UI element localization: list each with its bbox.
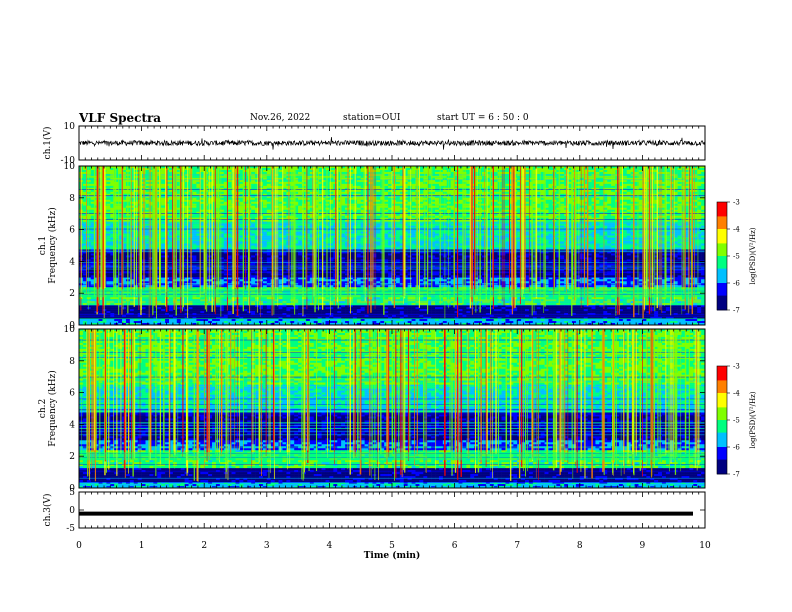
spectrogram-ch1-tick-label: 2 [69,289,75,299]
time-tick-label: 7 [514,541,520,551]
spectrogram-ch1-tick-label: 6 [69,226,75,236]
colorbar-ch1-tick-label: -7 [733,307,740,315]
spectrogram-ch2-tick-label: 4 [69,420,75,430]
spectrogram-ch1-axis-label: Frequency (kHz) [47,207,58,284]
vlf-figure: 10-10ch.1(V) 0246810ch.1 Frequency (kHz) … [0,0,792,612]
waveform-ch3-panel: 5 0 -5 ch.3(V) [42,488,705,534]
spectrogram-ch2-axis-label: ch.2 [38,399,48,418]
waveform-ch3-tick-label: 0 [69,506,75,516]
colorbar-ch1-tick-label: -5 [733,253,740,261]
time-axis-label: Time (min) [364,550,421,561]
colorbar-ch1-tick-label: -6 [733,280,740,288]
colorbar-ch2-tick-label: -7 [733,471,740,479]
waveform-ch3-axis-label: ch.3(V) [42,494,53,527]
spectrogram-ch1-tick-label: 10 [64,162,76,172]
spectrogram-ch1-tick-label: 8 [69,194,75,204]
waveform-ch1-axis-label: ch.1(V) [42,127,53,160]
time-axis: 0 1 2 3 4 5 6 7 8 9 10 Time (min) [76,541,711,561]
time-tick-label: 1 [139,541,145,551]
colorbar-ch1-tick-label: -4 [733,226,740,234]
time-tick-label: 3 [264,541,270,551]
waveform-ch1-trace [79,137,705,150]
time-tick-label: 8 [577,541,583,551]
waveform-ch3-frame [79,492,705,528]
time-tick-label: 0 [76,541,82,551]
colorbar-ch1: -3 -4 -5 -6 -7 log(PSD)(V²/Hz) [717,199,757,315]
waveform-ch3-tick-label: 5 [69,488,75,498]
spectrogram-ch2-tick-label: 6 [69,389,75,399]
time-tick-label: 10 [699,541,711,551]
spectrogram-ch2-tick-label: 8 [69,357,75,367]
colorbar-ch2-tick-label: -6 [733,444,740,452]
waveform-ch1-tick-label: 10 [64,122,76,132]
colorbar-ch2: -3 -4 -5 -6 -7 log(PSD)(V²/Hz) [717,363,757,479]
colorbar-ch2-tick-label: -3 [733,363,740,371]
time-tick-label: 6 [452,541,458,551]
colorbar-ch1-label: log(PSD)(V²/Hz) [749,227,757,284]
spectrogram-ch1-tick-label: 4 [69,257,75,267]
time-tick-label: 9 [640,541,646,551]
spectrogram-ch2-axis-label: Frequency (kHz) [47,370,58,447]
time-tick-label: 2 [201,541,207,551]
colorbar-ch2-tick-label: -5 [733,417,740,425]
colorbar-ch2-label: log(PSD)(V²/Hz) [749,391,757,448]
colorbar-ch1-tick-label: -3 [733,199,740,207]
spectrogram-ch2-tick-label: 2 [69,452,75,462]
time-tick-label: 4 [327,541,333,551]
colorbar-ch2-tick-label: -4 [733,390,740,398]
waveform-ch3-tick-label: -5 [66,524,75,534]
spectrogram-ch1-axis-label: ch.1 [38,236,48,255]
time-tick-label: 5 [389,541,395,551]
spectrogram-ch2-tick-label: 10 [64,325,76,335]
